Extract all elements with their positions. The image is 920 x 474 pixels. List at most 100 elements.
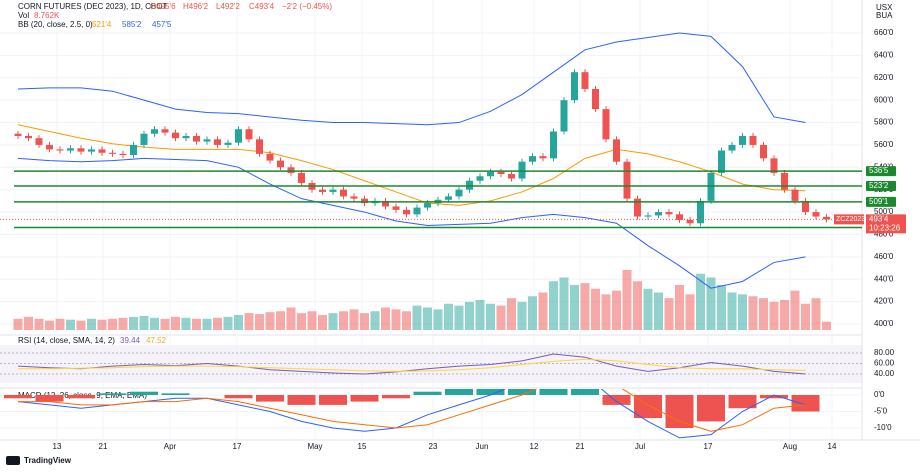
volume-bar — [654, 292, 663, 330]
volume-bar — [339, 311, 348, 330]
macd-panel — [4, 389, 820, 439]
y-tick-label: 600'0 — [874, 95, 894, 104]
volume-bar — [150, 317, 159, 330]
candle — [35, 138, 43, 145]
candle — [424, 203, 431, 208]
x-tick-label: Jul — [635, 442, 645, 451]
candle — [77, 148, 85, 152]
candle — [718, 150, 725, 173]
x-tick-label: Apr — [164, 442, 177, 451]
x-tick-label: 17 — [233, 442, 242, 451]
level-tag — [866, 196, 896, 207]
rsi-tick-label: 60.00 — [874, 359, 895, 368]
macd-histogram — [224, 395, 253, 399]
candle — [739, 135, 746, 145]
candle — [707, 172, 715, 201]
candle — [88, 149, 95, 152]
volume-bar — [381, 307, 390, 330]
bb-upper — [17, 32, 806, 126]
volume-bar — [318, 315, 327, 330]
macd-histogram — [287, 395, 316, 405]
level-tag — [866, 166, 896, 177]
y-tick-label: 640'0 — [874, 50, 894, 59]
x-tick-label: Aug — [783, 442, 797, 451]
volume-bar — [192, 318, 201, 330]
level-label: 536'5 — [869, 166, 889, 175]
rsi-line — [17, 353, 806, 375]
candle — [382, 200, 389, 207]
y-tick-label: 580'0 — [874, 118, 894, 127]
volume-bar — [129, 316, 138, 330]
candle — [665, 212, 673, 215]
candle — [529, 156, 536, 162]
vol-label: Vol — [18, 11, 29, 20]
volume-bar — [475, 300, 485, 330]
candle — [581, 72, 589, 89]
candle — [676, 214, 683, 220]
footer: TradingView — [24, 456, 72, 465]
x-tick-label: 21 — [576, 442, 585, 451]
candle — [560, 100, 568, 132]
ohlc-value: L492'2 — [216, 2, 240, 11]
currency: USX — [876, 3, 893, 12]
volume-bar — [580, 283, 590, 330]
volume-bar — [717, 285, 726, 330]
price-panel — [13, 32, 831, 330]
candle — [508, 174, 515, 179]
candle — [287, 167, 295, 173]
candle — [812, 212, 820, 217]
volume-bar — [433, 309, 443, 330]
x-tick-label: 13 — [53, 442, 62, 451]
x-tick-label: 12 — [530, 442, 539, 451]
candle — [119, 153, 127, 155]
volume-bar — [45, 320, 54, 330]
candle — [655, 212, 662, 216]
candle — [476, 176, 484, 181]
candle — [214, 139, 221, 145]
volume-bar — [685, 294, 695, 330]
volume-bar — [696, 273, 705, 330]
macd-histogram — [382, 395, 410, 399]
y-tick-label: 440'0 — [874, 274, 894, 283]
candle — [697, 200, 704, 224]
macd-tick-label: -10'0 — [874, 423, 892, 432]
candle — [403, 209, 410, 215]
volume-bar — [34, 318, 44, 330]
bb-label: BB (20, close, 2.5, 0) — [18, 20, 93, 29]
volume-bar — [738, 294, 747, 330]
rsi-tick-label: 40.00 — [874, 369, 895, 378]
volume-bar — [423, 307, 432, 330]
volume-bar — [559, 277, 569, 330]
logo — [6, 456, 20, 465]
volume-bar — [97, 319, 107, 330]
volume-bar — [307, 311, 317, 330]
rsi-band — [0, 345, 862, 383]
rsi-panel — [0, 352, 862, 375]
candle — [46, 144, 53, 150]
ohlc-value: O495'6 — [150, 2, 176, 11]
candle — [298, 172, 305, 183]
macd-histogram — [760, 395, 788, 399]
bb-lower — [17, 157, 806, 289]
volume-bar — [55, 318, 65, 330]
candle — [182, 135, 190, 139]
macd-histogram — [161, 393, 190, 395]
candle — [319, 189, 326, 192]
volume-bar — [402, 311, 411, 330]
signal-line — [18, 389, 806, 432]
candle — [760, 144, 767, 159]
candle — [823, 216, 830, 220]
volume-bar — [790, 290, 800, 330]
volume-bar — [328, 313, 338, 330]
y-tick-label: 660'0 — [874, 28, 894, 37]
volume-bar — [780, 300, 789, 330]
y-tick-label: 460'0 — [874, 252, 894, 261]
candle — [728, 144, 736, 151]
vol-value: 8.762K — [34, 11, 60, 20]
candle — [329, 189, 337, 192]
y-tick-label: 560'0 — [874, 140, 894, 149]
candle — [413, 207, 421, 215]
volume-bar — [108, 318, 117, 330]
y-tick-label: 500'0 — [874, 207, 894, 216]
